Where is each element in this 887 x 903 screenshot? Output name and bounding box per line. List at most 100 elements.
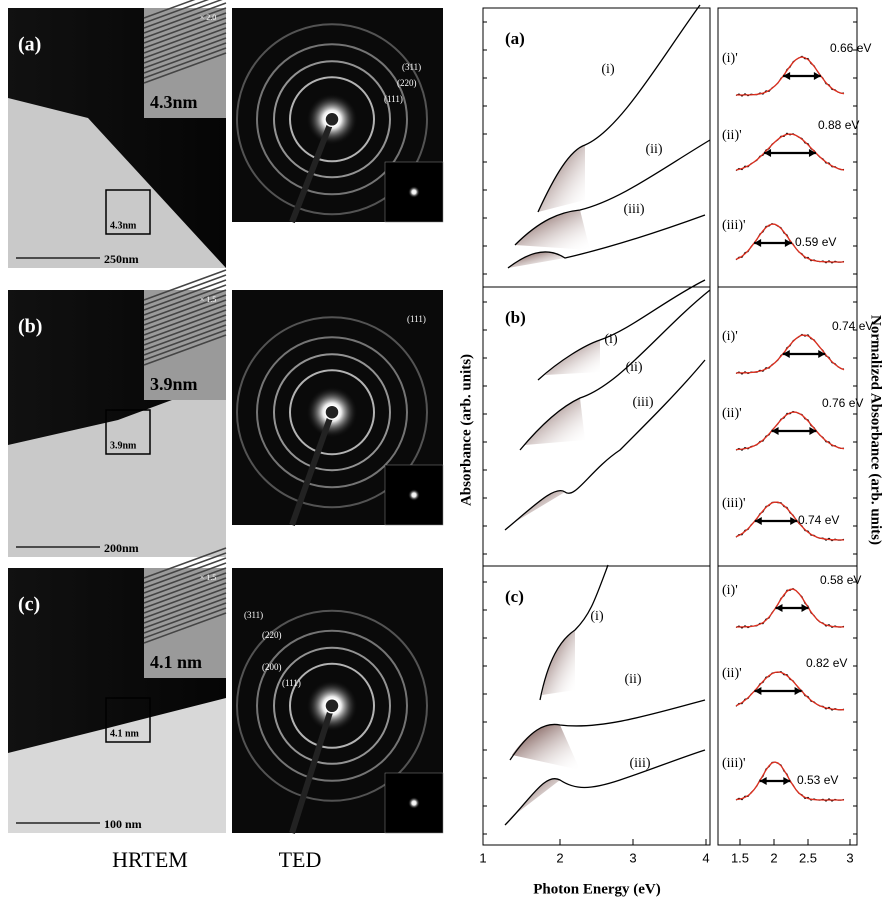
magnification: × 2.0	[200, 13, 217, 22]
absorption-shade	[538, 145, 585, 212]
lattice-fringe	[143, 547, 227, 579]
lattice-fringe	[143, 0, 223, 29]
lattice-fringe	[143, 304, 227, 336]
fitted-peak	[735, 133, 845, 171]
lattice-fringe	[143, 12, 227, 44]
absorption-curve	[514, 139, 711, 246]
fitted-peak	[735, 223, 844, 263]
scale-bar-label: 200nm	[104, 541, 139, 555]
fwhm-label: 0.66 eV	[830, 41, 871, 55]
absorption-curve	[504, 749, 706, 826]
ring-label: (111)	[384, 94, 403, 104]
diffraction-ring	[273, 353, 391, 472]
fwhm-label: 0.58 eV	[820, 573, 861, 587]
x-tick-label: 4	[702, 850, 709, 865]
lattice-fringe	[143, 269, 227, 301]
diffraction-ring	[289, 662, 375, 749]
lattice-fringe	[143, 299, 227, 331]
panel-label: (a)	[505, 29, 525, 48]
box-size: 3.9nm	[110, 440, 137, 451]
ted-image: (311) (220) (111)	[232, 8, 444, 224]
lattice-fringe	[143, 284, 227, 316]
spectra: 1 2 3 4 1.5 2 2.5 3 (a) (i) (ii) (iii) (i)' 0.66 eV (i…	[479, 4, 873, 865]
inset-spot	[408, 797, 420, 809]
x-tick-label: 3	[846, 850, 853, 865]
peak-label: (ii)'	[722, 128, 742, 143]
absorption-curve	[537, 279, 706, 381]
fwhm-label: 0.59 eV	[795, 235, 836, 249]
lattice-fringe	[143, 7, 227, 39]
box-size: 4.3nm	[110, 220, 137, 231]
x-tick-label: 1.5	[731, 850, 749, 865]
lattice-fringe	[143, 17, 227, 49]
lattice-fringe	[143, 294, 227, 326]
diffraction-ring	[236, 609, 428, 802]
lattice-fringe	[143, 334, 227, 366]
inset-spot	[408, 489, 420, 501]
absorption-curve	[504, 359, 706, 531]
peak-label: (ii)'	[722, 406, 742, 421]
lattice-fringe	[143, 319, 227, 351]
inset-size: 3.9nm	[150, 374, 198, 394]
x-axis-label: Photon Energy (eV)	[533, 881, 661, 897]
lattice-fringe	[143, 47, 227, 79]
peak-label: (i)'	[722, 51, 738, 66]
lattice-fringe	[143, 289, 227, 321]
peak-label: (iii)'	[722, 218, 746, 233]
diffraction-ring	[273, 646, 391, 765]
absorption-shade	[508, 778, 560, 820]
lattice-fringe	[143, 607, 227, 639]
curve-label: (i)	[590, 609, 604, 624]
lattice-fringe	[143, 42, 227, 74]
beam-stopper	[289, 704, 335, 834]
plot-frame	[717, 7, 858, 846]
peak-label: (i)'	[722, 583, 738, 598]
scale-bar-label: 250nm	[104, 252, 139, 266]
ted-image: (111)	[232, 290, 444, 527]
curve-label: (iii)	[633, 395, 654, 410]
absorption-curve	[519, 289, 711, 451]
fitted-peak	[736, 588, 845, 628]
magnification: × 1.5	[200, 573, 217, 582]
lattice-fringe	[143, 0, 210, 24]
lattice-fringe	[143, 27, 227, 59]
x-tick-label: 3	[629, 850, 636, 865]
plot-frame	[482, 7, 711, 846]
lattice-fringe	[143, 279, 227, 311]
x-tick-label: 2	[556, 850, 563, 865]
curve-label: (ii)	[645, 142, 662, 157]
diffraction-ring	[256, 43, 408, 196]
lattice-fringe	[143, 582, 227, 614]
lattice-fringe	[143, 52, 227, 84]
lattice-fringe	[143, 562, 227, 594]
ring-label: (220)	[397, 78, 417, 88]
ring-label: (111)	[407, 314, 426, 324]
lattice-fringe	[143, 314, 227, 346]
absorption-shade	[512, 724, 580, 770]
fwhm-label: 0.74 eV	[832, 319, 873, 333]
curve-label: (i)	[601, 62, 615, 77]
lattice-fringe	[143, 612, 227, 644]
lattice-fringe	[143, 309, 227, 341]
diffraction-ring	[236, 316, 428, 509]
lattice-fringe	[143, 557, 227, 589]
curve-label: (iii)	[624, 202, 645, 217]
fwhm-label: 0.74 eV	[798, 513, 839, 527]
curve-label: (iii)	[630, 756, 651, 771]
peak-label: (ii)'	[722, 666, 742, 681]
lattice-fringe	[143, 597, 227, 629]
x-tick-label: 1	[479, 850, 486, 865]
fitted-peak	[735, 671, 845, 711]
hrtem-image: (c) × 1.5 4.1 nm 4.1 nm 100 nm	[8, 547, 227, 833]
diffraction-ring	[273, 60, 391, 179]
curve-label: (ii)	[625, 360, 642, 375]
selection-box	[105, 409, 151, 455]
absorption-curve	[507, 214, 706, 269]
scale-bar-label: 100 nm	[104, 817, 142, 831]
box-size: 4.1 nm	[110, 728, 140, 739]
lattice-fringe	[143, 577, 227, 609]
hrtem-image: (b) × 1.5 3.9nm 3.9nm 200nm	[8, 269, 227, 557]
lattice-fringe	[143, 572, 227, 604]
diffraction-ring	[236, 23, 428, 216]
panel-label: (c)	[505, 587, 524, 606]
